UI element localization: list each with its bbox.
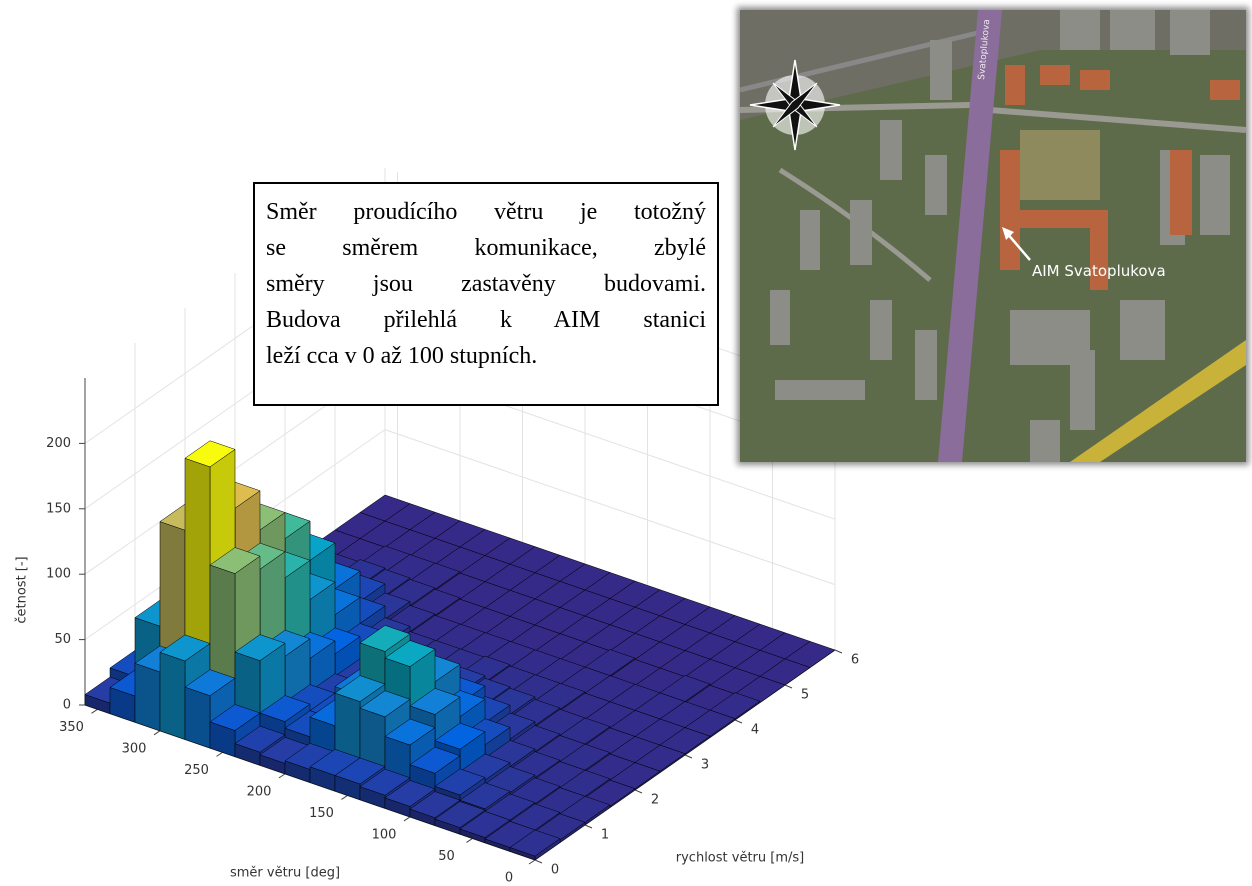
y-tick-label: 4 xyxy=(751,723,759,738)
annotation-line: Směr proudícího větru je totožný xyxy=(266,199,706,225)
y-tick-label: 6 xyxy=(851,653,859,668)
bar-top xyxy=(359,690,411,718)
map-compass xyxy=(749,59,841,151)
map-image: Svatoplukova AIM Svatoplukova xyxy=(740,10,1246,462)
x-tick xyxy=(403,816,411,822)
x-tick xyxy=(91,708,98,714)
map-arrow xyxy=(1005,231,1031,261)
bar-top xyxy=(459,811,511,838)
bar-top xyxy=(159,634,211,662)
z-axis-label: četnost [-] xyxy=(15,556,30,623)
y-axis-label: rychlost větru [m/s] xyxy=(676,851,804,866)
z-tick-label: 100 xyxy=(46,567,71,582)
bar-top xyxy=(259,695,311,722)
x-axis-label: směr větru [deg] xyxy=(230,866,340,881)
map-main-road xyxy=(938,10,1002,462)
grid-line xyxy=(384,429,836,586)
x-tick xyxy=(278,773,286,779)
x-tick-label: 300 xyxy=(122,741,147,756)
y-tick-label: 5 xyxy=(801,688,809,703)
map-roofs xyxy=(1000,65,1240,290)
z-tick-label: 0 xyxy=(63,698,71,713)
z-tick-label: 150 xyxy=(46,501,71,516)
bar-top xyxy=(434,722,486,750)
bar-top xyxy=(234,634,286,661)
y-tick xyxy=(634,789,643,794)
x-tick xyxy=(528,859,536,865)
bar-top xyxy=(184,669,236,697)
bar-top xyxy=(509,829,561,857)
bar xyxy=(509,829,561,861)
bar-top xyxy=(184,440,236,468)
bar-top xyxy=(384,640,436,667)
x-tick-label: 50 xyxy=(438,849,455,864)
bar-face xyxy=(184,686,211,749)
x-tick-label: 100 xyxy=(372,827,397,842)
y-tick-label: 1 xyxy=(601,828,609,843)
bar-top xyxy=(359,625,411,652)
x-tick-label: 150 xyxy=(309,806,334,821)
x-tick xyxy=(466,838,473,843)
y-tick xyxy=(834,649,843,654)
map-field xyxy=(1020,130,1100,200)
x-tick-label: 200 xyxy=(247,784,272,799)
z-tick-label: 50 xyxy=(54,632,71,647)
map-road xyxy=(989,107,1246,133)
annotation-line: se směrem komunikace, zbylé xyxy=(266,235,706,261)
bar-top xyxy=(334,757,386,785)
x-tick xyxy=(216,751,223,757)
map-arrow-head xyxy=(1002,227,1014,240)
y-tick-label: 3 xyxy=(701,758,709,773)
y-tick xyxy=(684,754,693,759)
bar-top xyxy=(334,675,386,702)
y-tick-label: 0 xyxy=(551,863,559,878)
bar-top xyxy=(409,746,461,774)
annotation-box: Směr proudícího větru je totožný se směr… xyxy=(253,182,719,406)
x-tick xyxy=(341,795,348,800)
y-tick xyxy=(784,684,793,689)
x-tick-label: 250 xyxy=(184,763,209,778)
y-tick-label: 2 xyxy=(651,793,659,808)
bar-top xyxy=(409,688,461,715)
bar-top xyxy=(459,782,511,810)
z-tick-label: 200 xyxy=(46,436,71,451)
bar-top xyxy=(234,725,286,753)
annotation-line: směry jsou zastavěny budovami. xyxy=(266,271,706,297)
annotation-line: leží cca v 0 až 100 stupních. xyxy=(266,343,538,369)
bar-top xyxy=(209,704,261,731)
x-tick-label: 0 xyxy=(505,871,513,886)
bar-top xyxy=(409,791,461,818)
bar-top xyxy=(434,801,486,828)
y-tick xyxy=(734,719,743,724)
x-tick-label: 350 xyxy=(59,720,84,735)
annotation-line: Budova přilehlá k AIM stanici xyxy=(266,307,706,333)
bar-top xyxy=(359,768,411,796)
y-tick xyxy=(534,859,543,864)
bar-top xyxy=(434,768,486,796)
map-label: AIM Svatoplukova xyxy=(1032,262,1166,280)
bar-top xyxy=(209,547,261,574)
map-yellow-road xyxy=(1070,340,1246,462)
bar-face xyxy=(134,663,161,732)
y-tick xyxy=(584,824,593,829)
bar-face xyxy=(159,652,186,740)
bar-top xyxy=(384,718,436,746)
bar-top xyxy=(384,780,436,807)
x-tick xyxy=(153,730,161,736)
